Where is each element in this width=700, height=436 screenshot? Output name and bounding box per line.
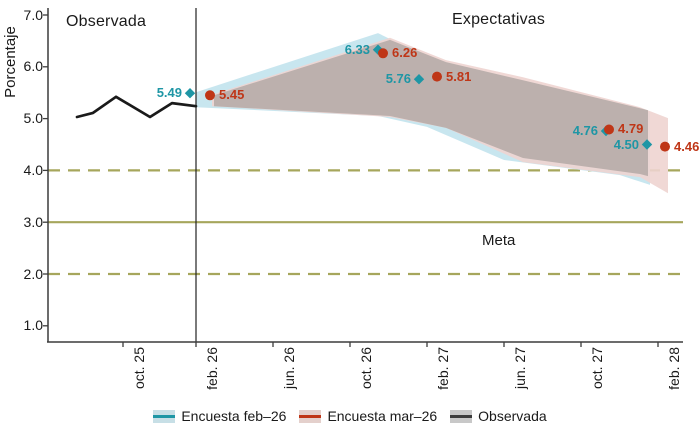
x-tick-label: feb. 26 — [204, 347, 220, 390]
legend-label: Observada — [478, 408, 547, 424]
observed-panel-label: Observada — [66, 13, 147, 30]
y-tick-label: 4.0 — [23, 161, 43, 178]
y-tick-label: 7.0 — [23, 6, 43, 23]
legend-label: Encuesta mar–26 — [327, 408, 438, 424]
x-tick-label: oct. 26 — [358, 347, 374, 390]
data-point-label: 4.46 — [674, 138, 700, 154]
data-point-label: 5.76 — [385, 71, 411, 87]
data-point-label: 5.45 — [219, 87, 245, 103]
data-point-label: 4.76 — [572, 123, 598, 139]
y-tick-label: 1.0 — [23, 317, 43, 334]
legend: Encuesta feb–26 Encuesta mar–26 Observada — [0, 403, 700, 429]
legend-swatch-icon — [299, 409, 322, 423]
meta-target-label: Meta — [482, 232, 516, 249]
expectations-panel-label: Expectativas — [452, 11, 546, 28]
legend-line-icon — [153, 414, 176, 418]
legend-line-icon — [450, 414, 473, 418]
y-tick-label: 2.0 — [23, 265, 43, 282]
legend-item: Observada — [450, 408, 547, 424]
x-tick-label: oct. 27 — [589, 347, 605, 390]
x-tick-label: jun. 26 — [281, 347, 297, 390]
data-point-label: 4.79 — [618, 121, 644, 137]
data-point-label: 4.50 — [613, 136, 639, 152]
data-point-label: 5.81 — [446, 68, 472, 84]
x-tick-label: jun. 27 — [512, 347, 528, 390]
legend-item: Encuesta mar–26 — [299, 408, 437, 424]
y-tick-label: 3.0 — [23, 213, 43, 230]
y-tick-label: 6.0 — [23, 58, 43, 75]
legend-swatch-icon — [450, 409, 473, 423]
data-point-label: 5.49 — [156, 85, 182, 101]
legend-swatch-icon — [153, 409, 176, 423]
x-tick-label: feb. 28 — [666, 347, 682, 390]
legend-item: Encuesta feb–26 — [153, 408, 286, 424]
x-tick-label: feb. 27 — [435, 347, 451, 390]
y-tick-label: 5.0 — [23, 110, 43, 127]
data-point-label: 6.33 — [344, 41, 370, 57]
legend-label: Encuesta feb–26 — [181, 408, 287, 424]
data-point-label: 6.26 — [392, 45, 418, 61]
x-tick-label: oct. 25 — [131, 347, 147, 390]
legend-line-icon — [299, 414, 322, 418]
